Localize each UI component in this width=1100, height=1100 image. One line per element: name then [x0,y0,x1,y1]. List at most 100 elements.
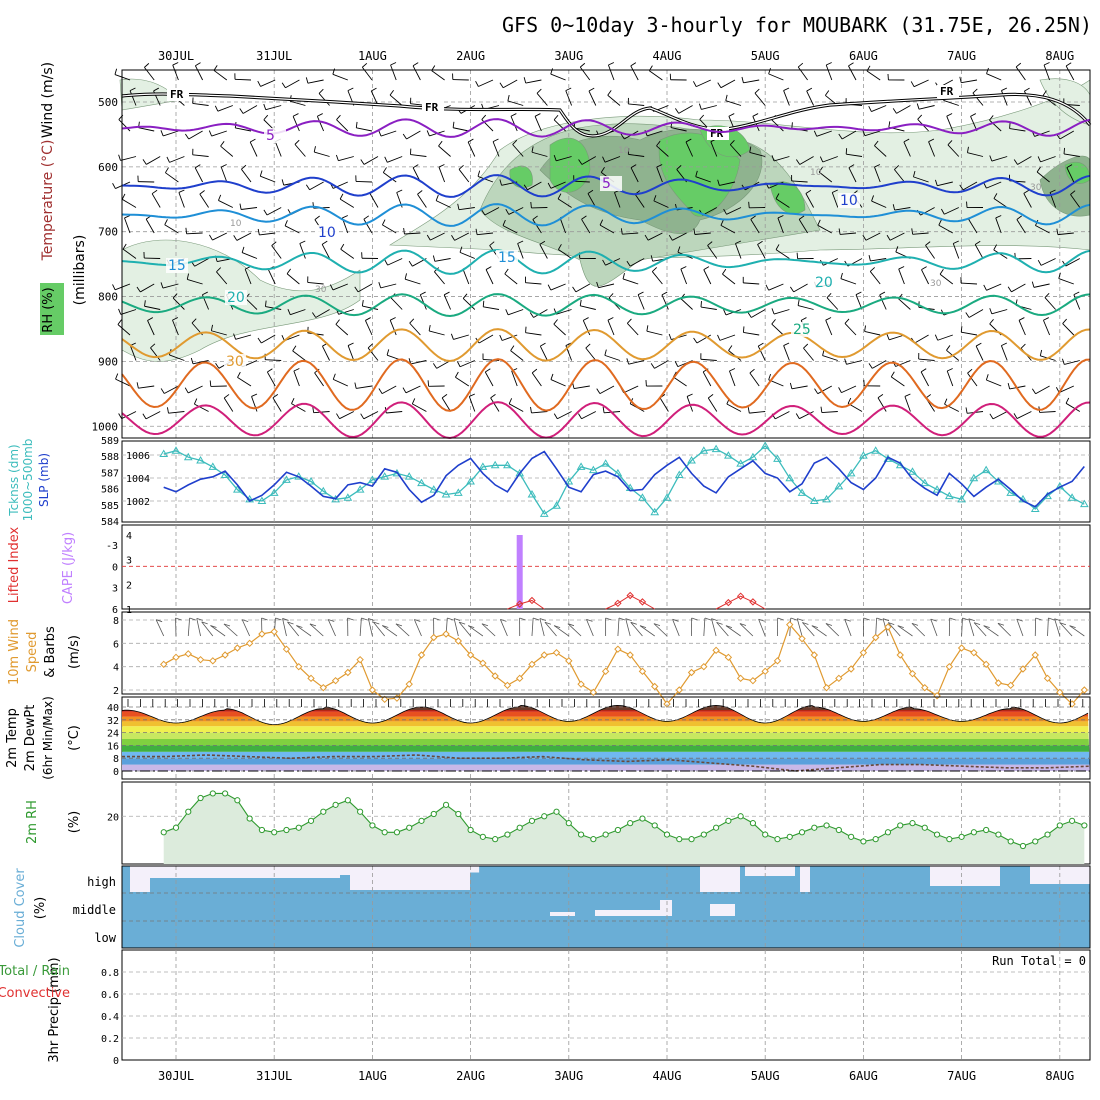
bottom-date-label: 8AUG [1045,1069,1074,1083]
wind-barb [702,371,712,387]
wind-barb [490,397,500,412]
rh2m-point [970,829,977,836]
thickness-point [404,472,414,480]
wind-barb-flag [607,90,612,96]
wind-barb-flag [1015,62,1022,68]
wind-barb [630,65,639,81]
wind-barb-flag [771,308,775,315]
fr-label: FR [710,127,724,140]
top-date-label: 6AUG [849,49,878,63]
rh2m-point [995,831,1002,838]
wind-barb-flag [381,219,386,226]
wind-barb [846,360,863,365]
wind10-barb-flag [691,617,698,621]
wind-barb-flag [499,179,502,186]
wind10-point [356,655,364,664]
wind-barb-flag [1065,397,1070,404]
thickness-point [478,462,488,470]
wind-barb [694,232,711,235]
wind10-barb-flag [500,619,507,622]
wind-barb [654,360,669,369]
wind10-point [417,651,426,659]
temp2m-tick-label: 16 [107,741,119,752]
wind-barb [871,105,887,112]
top-date-label: 3AUG [554,49,583,63]
wind-barb [307,79,324,84]
ylabel-wind10-units: (m/s) [67,635,82,669]
wind10-point [614,645,622,653]
wind-barb-flag [752,113,759,117]
thickness-point [674,470,684,479]
wind10-barb-flag [997,622,1005,626]
wind10-barb [586,619,594,637]
wind-barb [1015,66,1026,81]
wind10-barb-flag [481,623,489,627]
wind-barb [661,294,669,310]
wind-barb [468,396,476,412]
wind-barb-flag [312,406,315,413]
wind10-point [282,645,291,653]
wind-barb-flag [281,335,285,341]
cape-tick-label: 2 [126,580,132,591]
wind-barb-flag [293,368,300,372]
wind-barb-flag [530,406,532,413]
wind-barb-flag [553,319,558,325]
thickness-point [1079,499,1089,508]
wind-barb [265,105,282,111]
isotherm-line [121,358,1091,412]
wind10-point [626,651,634,659]
freezing-level-inner [121,93,1091,137]
ylabel-wind10-b: Speed [25,632,40,673]
thickness-point [392,468,402,477]
wind-barb [791,385,808,390]
wind-barb [817,224,833,234]
temp-band [122,711,1090,717]
pressure-tick-label: 500 [98,96,118,109]
panel-frame [121,440,1091,523]
wind10-point [970,648,978,657]
wind-barb-flag [825,90,830,96]
wind-barb [199,193,209,208]
wind-barb-flag [729,139,735,145]
wind-barb [1044,297,1056,310]
wind-barb-flag [960,326,963,333]
slp-tick-label: 1006 [126,451,150,462]
wind-barb [870,258,887,262]
wind10-barb [1016,618,1024,637]
wind-barb-flag [748,201,750,208]
temp2m-tick-label: 8 [113,754,119,765]
wind-barb [294,144,306,157]
rh2m-point [823,822,830,829]
wind-barb-flag [894,165,900,170]
rh2m-point [1032,838,1039,845]
rh2m-point [307,817,315,824]
wind-barb [241,252,258,259]
temp-band [122,721,1090,727]
temp2m-tick-label: 32 [107,716,119,727]
wind-barb-flag [565,87,572,92]
wind10-point [368,686,377,694]
wind10-barb-flag [553,625,561,628]
wind-barb [213,70,228,81]
wind-barb [315,309,330,318]
wind-barb [241,207,258,210]
wind-barb [673,376,687,387]
wind10-barb-flag [802,622,809,625]
rh2m-point [320,808,327,815]
wind-barb-flag [1044,292,1050,298]
wind10-barb-flag [639,625,647,628]
rh2m-point [332,801,339,808]
wind-barb-flag [674,361,679,367]
wind-barb [599,385,615,395]
thickness-point [736,459,746,467]
wind-barb [412,403,427,412]
wind10-point [184,650,192,658]
wind-barb [903,141,911,157]
wind-barb-flag [723,208,727,215]
wind-barb-flag [202,291,208,296]
wind-barb-flag [650,363,655,369]
fr-label-bg [167,88,189,101]
wind-barb [831,192,839,208]
rh-contour-label: 30 [930,279,942,289]
